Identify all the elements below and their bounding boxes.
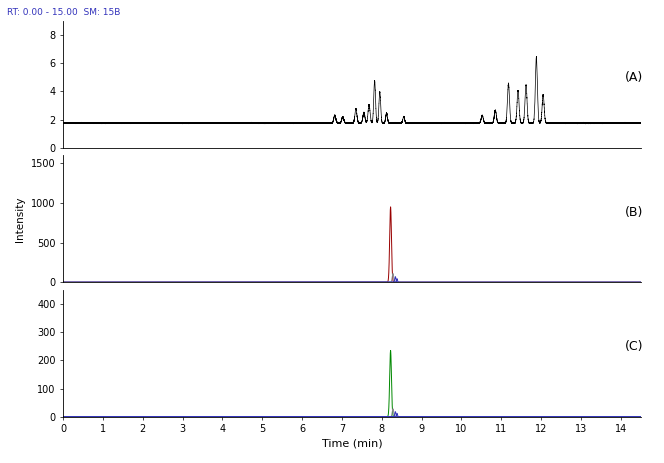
- Text: RT: 0.00 - 15.00  SM: 15B: RT: 0.00 - 15.00 SM: 15B: [7, 8, 120, 17]
- Y-axis label: Intensity: Intensity: [15, 196, 25, 242]
- Text: (B): (B): [625, 206, 643, 219]
- Text: (C): (C): [625, 340, 643, 353]
- Text: (A): (A): [625, 71, 643, 84]
- X-axis label: Time (min): Time (min): [321, 438, 382, 449]
